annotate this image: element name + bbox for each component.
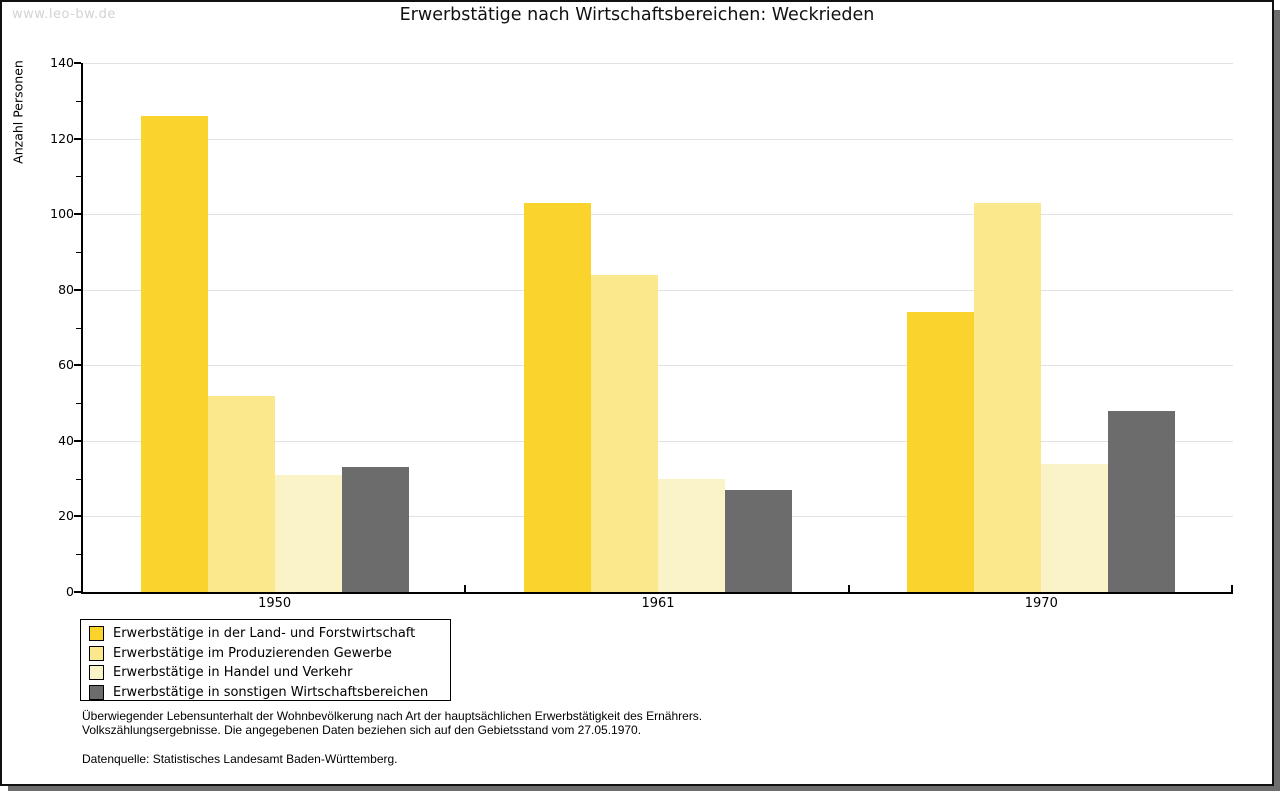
x-tick [1231, 585, 1233, 592]
bar [341, 467, 409, 592]
bar [140, 115, 208, 592]
legend-item: Erwerbstätige in Handel und Verkehr [81, 663, 450, 683]
gridline [83, 214, 1233, 216]
legend-item-label: Erwerbstätige im Produzierenden Gewerbe [113, 645, 392, 661]
bar [974, 202, 1042, 592]
gridline [83, 365, 1233, 367]
y-tick-label: 120 [50, 130, 74, 146]
plot-area [74, 62, 1233, 594]
y-tick-major [74, 213, 81, 216]
legend-swatch [89, 684, 104, 700]
legend-box: Erwerbstätige in der Land- und Forstwirt… [80, 619, 451, 701]
y-tick-label: 0 [66, 584, 74, 599]
gridline [83, 63, 1233, 64]
legend-item-label: Erwerbstätige in der Land- und Forstwirt… [113, 626, 416, 642]
y-tick-label: 100 [50, 206, 74, 222]
y-tick-minor [76, 478, 81, 480]
data-source-text: Datenquelle: Statistisches Landesamt Bad… [82, 752, 398, 766]
y-tick-label: 40 [58, 432, 74, 448]
bar [591, 274, 658, 592]
gridline [83, 138, 1233, 140]
gridline [83, 289, 1233, 291]
bar [207, 395, 275, 592]
y-tick-major [74, 62, 81, 64]
x-category-label: 1961 [641, 596, 675, 611]
y-tick-label: 20 [58, 508, 74, 524]
y-tick-major [74, 137, 81, 140]
x-category-label: 1950 [258, 596, 292, 611]
chart-title: Erwerbstätige nach Wirtschaftsbereichen:… [399, 5, 875, 25]
legend-swatch [89, 626, 104, 642]
y-tick-major [74, 439, 81, 442]
legend-item-label: Erwerbstätige in sonstigen Wirtschaftsbe… [113, 684, 429, 700]
x-axis-line [81, 592, 1233, 594]
frame-shadow-bottom [8, 786, 1280, 791]
x-tick [464, 585, 467, 592]
y-axis-line [81, 63, 83, 594]
legend-swatch [89, 665, 104, 681]
y-tick-label: 140 [50, 55, 74, 70]
legend-item: Erwerbstätige im Produzierenden Gewerbe [81, 644, 450, 664]
bar [274, 474, 342, 592]
footnote-line-1: Überwiegender Lebensunterhalt der Wohnbe… [82, 709, 703, 723]
y-tick-minor [76, 554, 81, 556]
y-tick-label: 80 [58, 281, 74, 297]
footnote-line-2: Volkszählungsergebnisse. Die angegebenen… [82, 722, 642, 737]
y-tick-minor [76, 100, 81, 102]
bar [1108, 410, 1176, 592]
y-tick-major [74, 591, 81, 593]
bar [1041, 463, 1109, 592]
legend-item-label: Erwerbstätige in Handel und Verkehr [113, 665, 353, 681]
y-tick-label: 60 [58, 357, 74, 373]
y-tick-minor [76, 251, 81, 253]
legend-item: Erwerbstätige in sonstigen Wirtschaftsbe… [81, 683, 450, 703]
footnote-text: Überwiegender Lebensunterhalt der Wohnbe… [82, 709, 703, 737]
y-tick-major [74, 288, 81, 291]
gridline [83, 440, 1233, 442]
watermark: www.leo-bw.de [12, 7, 116, 22]
y-tick-minor [76, 327, 81, 329]
y-tick-minor [76, 403, 81, 405]
y-tick-minor [76, 176, 81, 178]
bar [524, 202, 591, 592]
y-tick-major [74, 364, 81, 367]
y-axis-label: Anzahl Personen [10, 60, 26, 164]
bar [725, 490, 792, 592]
bar [658, 478, 725, 592]
legend-item: Erwerbstätige in der Land- und Forstwirt… [81, 624, 450, 644]
frame-shadow-right [1274, 10, 1280, 791]
x-tick [847, 585, 850, 592]
legend-swatch [89, 645, 104, 661]
x-category-label: 1970 [1024, 596, 1058, 611]
y-tick-major [74, 515, 81, 518]
bar [907, 312, 975, 592]
